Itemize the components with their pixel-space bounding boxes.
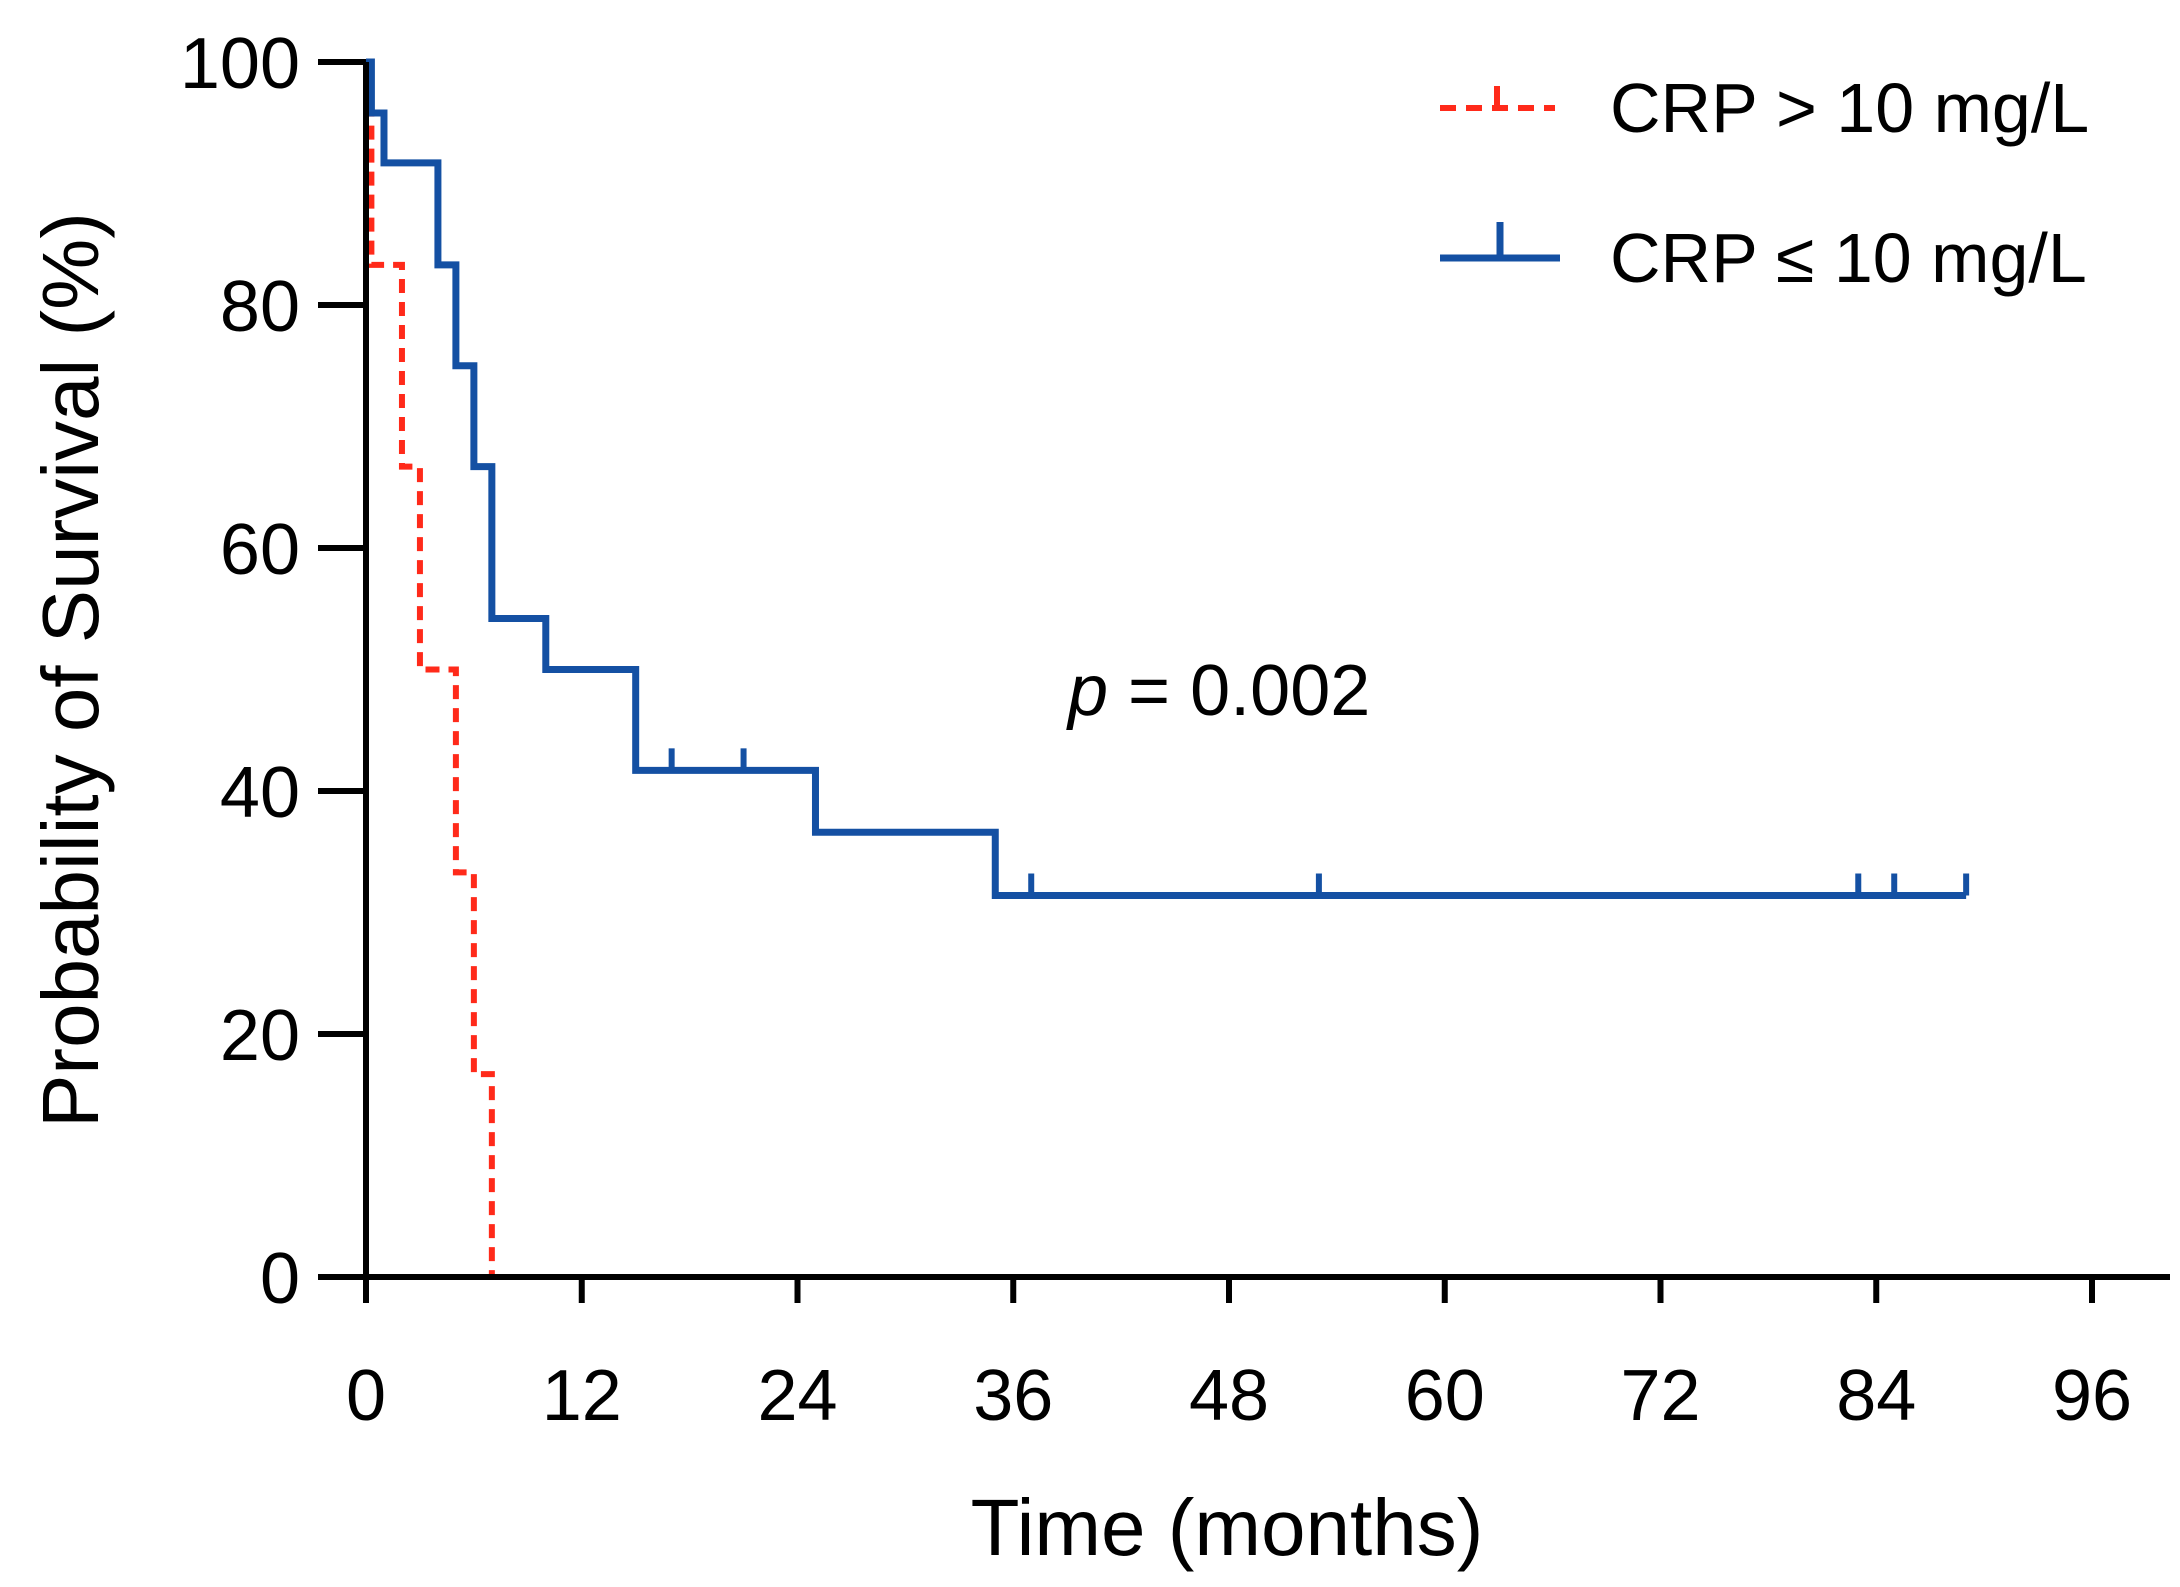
y-tick-label-0: 0 <box>260 1239 300 1319</box>
legend-label-crp-high: CRP > 10 mg/L <box>1610 69 2089 147</box>
x-tick-label-96: 96 <box>2052 1356 2132 1436</box>
legend-item-crp-low: CRP ≤ 10 mg/L <box>1440 219 2087 297</box>
p-value-symbol: p <box>1066 651 1108 731</box>
y-tick-label-20: 20 <box>220 996 300 1076</box>
legend-label-crp-low: CRP ≤ 10 mg/L <box>1610 219 2087 297</box>
x-tick-label-48: 48 <box>1189 1356 1269 1436</box>
y-axis-title: Probability of Survival (%) <box>26 212 115 1128</box>
plot-area <box>366 58 1970 1277</box>
x-tick-label-60: 60 <box>1405 1356 1485 1436</box>
y-tick-label-60: 60 <box>220 510 300 590</box>
survival-curve-series-1 <box>366 58 1967 899</box>
y-tick-label-80: 80 <box>220 267 300 347</box>
legend-item-crp-high: CRP > 10 mg/L <box>1440 69 2089 147</box>
p-value-text: = 0.002 <box>1108 651 1370 731</box>
y-tick-label-40: 40 <box>220 753 300 833</box>
survival-curve-series-0 <box>366 59 495 1277</box>
x-axis-title: Time (months) <box>971 1483 1484 1572</box>
p-value-annotation: p = 0.002 <box>1066 651 1370 731</box>
y-tick-label-100: 100 <box>180 24 300 104</box>
x-tick-label-0: 0 <box>346 1356 386 1436</box>
x-tick-label-84: 84 <box>1836 1356 1916 1436</box>
ticks: 0 12 24 36 48 60 72 84 96 0 20 40 60 80 100 <box>180 24 2132 1436</box>
x-tick-label-72: 72 <box>1620 1356 1700 1436</box>
x-tick-label-24: 24 <box>757 1356 837 1436</box>
legend: CRP > 10 mg/L CRP ≤ 10 mg/L <box>1440 69 2089 297</box>
x-tick-label-12: 12 <box>542 1356 622 1436</box>
x-tick-label-36: 36 <box>973 1356 1053 1436</box>
axes <box>318 62 2170 1280</box>
